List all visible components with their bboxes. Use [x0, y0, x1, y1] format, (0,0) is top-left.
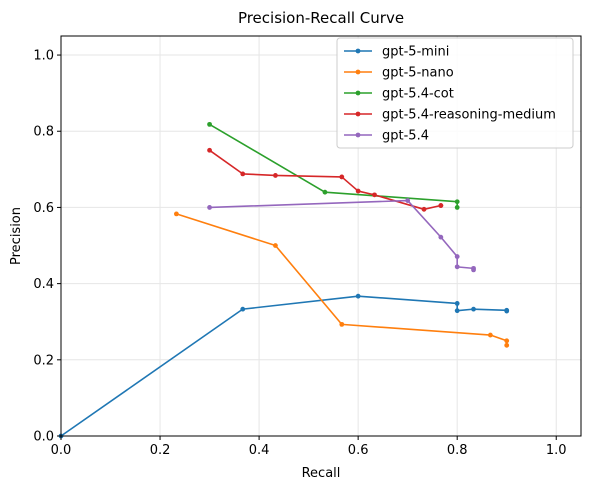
legend-box [336, 37, 574, 149]
data-point [438, 234, 444, 240]
data-point [372, 192, 377, 198]
data-point [438, 203, 444, 208]
data-point [504, 338, 510, 344]
data-point [339, 174, 345, 180]
x-tick-label: 0.6 [348, 443, 369, 458]
data-point [273, 173, 278, 178]
data-point [454, 264, 460, 270]
y-tick-label: 0.0 [33, 430, 54, 445]
legend-label: gpt-5.4-reasoning-medium [382, 108, 556, 123]
legend-label: gpt-5.4 [382, 129, 429, 144]
legend-item: gpt-5.4-reasoning-medium [344, 108, 556, 123]
series-gpt-5.4-reasoning-medium [207, 147, 444, 212]
data-point [471, 306, 476, 312]
data-point [322, 189, 328, 195]
legend-marker [355, 132, 361, 138]
series-gpt-5-nano [173, 211, 510, 348]
data-point [240, 306, 246, 312]
x-tick-label: 0.4 [249, 443, 270, 458]
series-line [209, 149, 442, 211]
y-tick-label: 0.4 [33, 277, 54, 292]
series-gpt-5.4-cot [207, 121, 460, 210]
legend-item: gpt-5.4 [344, 129, 429, 144]
y-tick-label: 1.0 [33, 49, 54, 64]
legend-label: gpt-5-mini [382, 45, 449, 60]
x-tick-label: 0.8 [447, 443, 468, 458]
series-line [209, 199, 475, 270]
series-line [209, 123, 458, 208]
data-point [355, 188, 361, 194]
data-point [504, 342, 510, 348]
data-point [355, 293, 361, 299]
data-point [207, 121, 212, 127]
legend: gpt-5-mini gpt-5-nano gpt-5.4-cot gpt-5.4-r… [336, 37, 574, 149]
legend-item: gpt-5-nano [344, 66, 454, 81]
data-point [207, 147, 212, 153]
legend-marker [355, 48, 361, 54]
legend-marker [355, 69, 361, 75]
data-point [173, 211, 179, 217]
x-tick-label: 0.2 [150, 443, 171, 458]
series-layer [58, 121, 510, 439]
data-point [454, 199, 460, 205]
legend-item: gpt-5.4-cot [344, 87, 454, 102]
data-point [240, 171, 246, 177]
data-point [207, 205, 212, 210]
y-tick-label: 0.8 [33, 125, 54, 140]
data-point [454, 301, 460, 306]
chart-title: Precision-Recall Curve [238, 9, 404, 27]
legend-marker [355, 111, 361, 117]
data-point [454, 205, 460, 210]
x-tick-label: 1.0 [546, 443, 567, 458]
x-tick-label: 0.0 [51, 443, 72, 458]
plot-frame [60, 35, 582, 437]
data-point [504, 308, 510, 314]
legend-marker [355, 90, 361, 96]
data-point [421, 206, 427, 212]
data-point [471, 267, 476, 273]
y-tick-label: 0.2 [33, 353, 54, 368]
legend-label: gpt-5-nano [382, 66, 454, 81]
data-point [487, 332, 493, 338]
legend-item: gpt-5-mini [344, 45, 449, 60]
data-point [454, 254, 460, 259]
data-point [339, 321, 345, 327]
data-point [273, 243, 278, 248]
series-line [60, 295, 508, 437]
ticks-layer: 0.0 0.2 0.4 0.6 0.8 1.0 0.0 0.2 0.4 0.6 0.8 1.0 [33, 49, 566, 458]
series-gpt-5-mini [58, 293, 510, 439]
data-point [405, 198, 411, 203]
y-tick-label: 0.6 [33, 201, 54, 216]
x-axis-label: Recall [302, 466, 341, 481]
y-axis-label: Precision [9, 207, 24, 265]
legend-label: gpt-5.4-cot [382, 87, 454, 102]
data-point [454, 308, 460, 314]
series-gpt-5.4 [207, 198, 476, 273]
